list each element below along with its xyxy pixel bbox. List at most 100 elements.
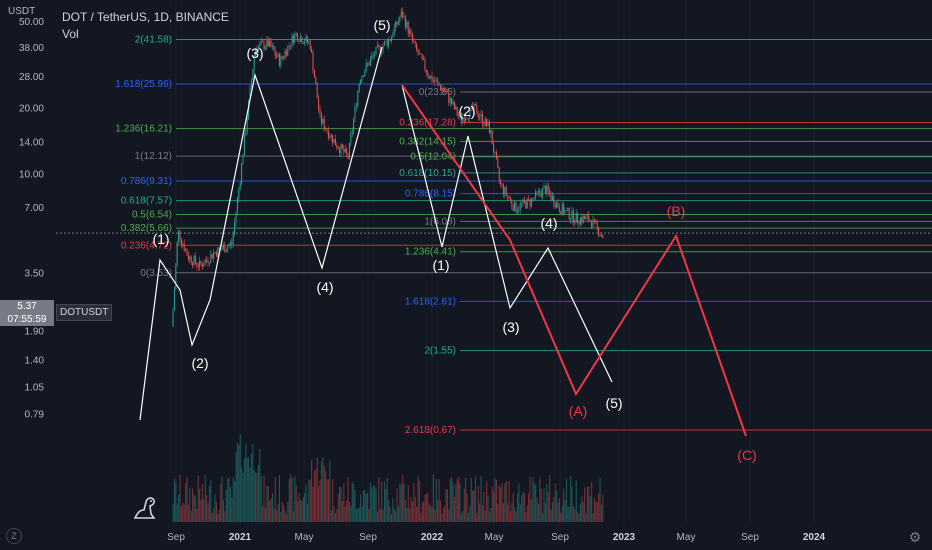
volume-bar bbox=[309, 480, 311, 522]
candle-body bbox=[355, 106, 357, 108]
volume-bar bbox=[494, 478, 496, 522]
volume-bar bbox=[257, 464, 259, 522]
volume-bar bbox=[536, 497, 538, 522]
volume-bar bbox=[554, 483, 556, 522]
volume-bar bbox=[571, 486, 573, 522]
candle-body bbox=[462, 117, 464, 121]
volume-bar bbox=[199, 488, 201, 522]
candle-body bbox=[368, 63, 370, 66]
candle-body bbox=[232, 234, 234, 245]
candle-body bbox=[284, 51, 286, 58]
volume-bar bbox=[491, 486, 493, 522]
volume-bar bbox=[543, 488, 545, 522]
volume-bar bbox=[486, 481, 488, 522]
volume-bar bbox=[249, 467, 251, 522]
volume-bar bbox=[446, 489, 448, 522]
candle-body bbox=[386, 40, 388, 46]
volume-bar bbox=[476, 513, 478, 522]
wave-label: (1) bbox=[432, 257, 449, 273]
volume-bar bbox=[382, 510, 384, 522]
candle-body bbox=[346, 148, 348, 154]
volume-bar bbox=[493, 491, 495, 522]
volume-bar bbox=[197, 475, 199, 522]
candle-body bbox=[302, 43, 304, 44]
volume-bar bbox=[385, 489, 387, 522]
volume-bar bbox=[550, 509, 552, 522]
candle-body bbox=[452, 101, 454, 105]
x-tick-label: May bbox=[677, 532, 696, 543]
gear-icon[interactable]: ⚙ bbox=[908, 529, 922, 545]
candle-body bbox=[442, 88, 444, 91]
candle-body bbox=[371, 55, 373, 59]
candle-body bbox=[283, 57, 285, 59]
volume-bar bbox=[253, 469, 255, 522]
volume-bar bbox=[372, 485, 374, 522]
volume-bar bbox=[392, 497, 394, 522]
volume-bar bbox=[600, 504, 602, 522]
candle-body bbox=[274, 50, 276, 56]
candle-body bbox=[448, 92, 450, 103]
volume-bar bbox=[383, 481, 385, 522]
volume-bar bbox=[581, 496, 583, 522]
volume-bar bbox=[250, 453, 252, 522]
x-tick-label: Sep bbox=[167, 532, 185, 543]
candle-body bbox=[280, 56, 282, 66]
z-icon[interactable]: Z bbox=[6, 528, 22, 544]
volume-bar bbox=[535, 485, 537, 522]
wave-labels: (1) (2) (3) (4) (5) (2) (1) (3) (4) (5) (A) (B) (C) bbox=[152, 17, 756, 463]
volume-bar bbox=[546, 484, 548, 522]
volume-bar bbox=[280, 511, 282, 522]
volume-bar bbox=[301, 500, 303, 522]
candle-body bbox=[554, 205, 556, 208]
chart-title[interactable]: DOT / TetherUS, 1D, BINANCE bbox=[62, 10, 229, 24]
volume-bar bbox=[444, 506, 446, 522]
candle-body bbox=[257, 46, 259, 52]
candle-body bbox=[271, 46, 273, 48]
candle-body bbox=[187, 255, 189, 260]
candle-body bbox=[194, 256, 196, 263]
candle-body bbox=[515, 202, 517, 213]
volume-bar bbox=[589, 496, 591, 522]
wave-label: (3) bbox=[246, 45, 263, 61]
candle-body bbox=[193, 256, 195, 266]
volume-label[interactable]: Vol bbox=[62, 27, 79, 41]
candle-body bbox=[266, 38, 268, 47]
candle-body bbox=[276, 55, 278, 57]
candle-body bbox=[228, 244, 230, 247]
volume-bar bbox=[479, 503, 481, 522]
volume-bar bbox=[313, 470, 315, 522]
candle-body bbox=[309, 41, 311, 50]
candle-body bbox=[437, 80, 439, 83]
candle-body bbox=[511, 199, 513, 206]
candle-body bbox=[313, 70, 315, 78]
volume-bar bbox=[462, 511, 464, 522]
volume-bar bbox=[575, 480, 577, 522]
candle-body bbox=[294, 33, 296, 43]
candle-body bbox=[495, 151, 497, 160]
candle-body bbox=[602, 235, 604, 238]
y-tick-label: 50.00 bbox=[19, 17, 44, 28]
volume-bar bbox=[540, 488, 542, 522]
candle-body bbox=[522, 199, 524, 204]
volume-bar bbox=[357, 508, 359, 522]
candle-body bbox=[348, 142, 350, 159]
candle-body bbox=[210, 254, 212, 263]
volume-bar bbox=[512, 493, 514, 522]
fib-label-left: 2(41.58) bbox=[135, 34, 172, 45]
volume-bar bbox=[477, 486, 479, 522]
volume-bar bbox=[558, 498, 560, 522]
volume-bar bbox=[264, 507, 266, 522]
candle-body bbox=[465, 118, 467, 122]
volume-bar bbox=[406, 507, 408, 522]
candle-body bbox=[288, 45, 290, 47]
x-tick-label: Sep bbox=[359, 532, 377, 543]
volume-bar bbox=[488, 511, 490, 522]
fib-label-left: 0.786(9.31) bbox=[121, 176, 172, 187]
volume-bars bbox=[172, 434, 604, 522]
candle-body bbox=[509, 198, 511, 200]
candle-body bbox=[413, 40, 415, 43]
volume-bar bbox=[442, 508, 444, 522]
candle-body bbox=[362, 75, 364, 77]
volume-bar bbox=[381, 481, 383, 522]
